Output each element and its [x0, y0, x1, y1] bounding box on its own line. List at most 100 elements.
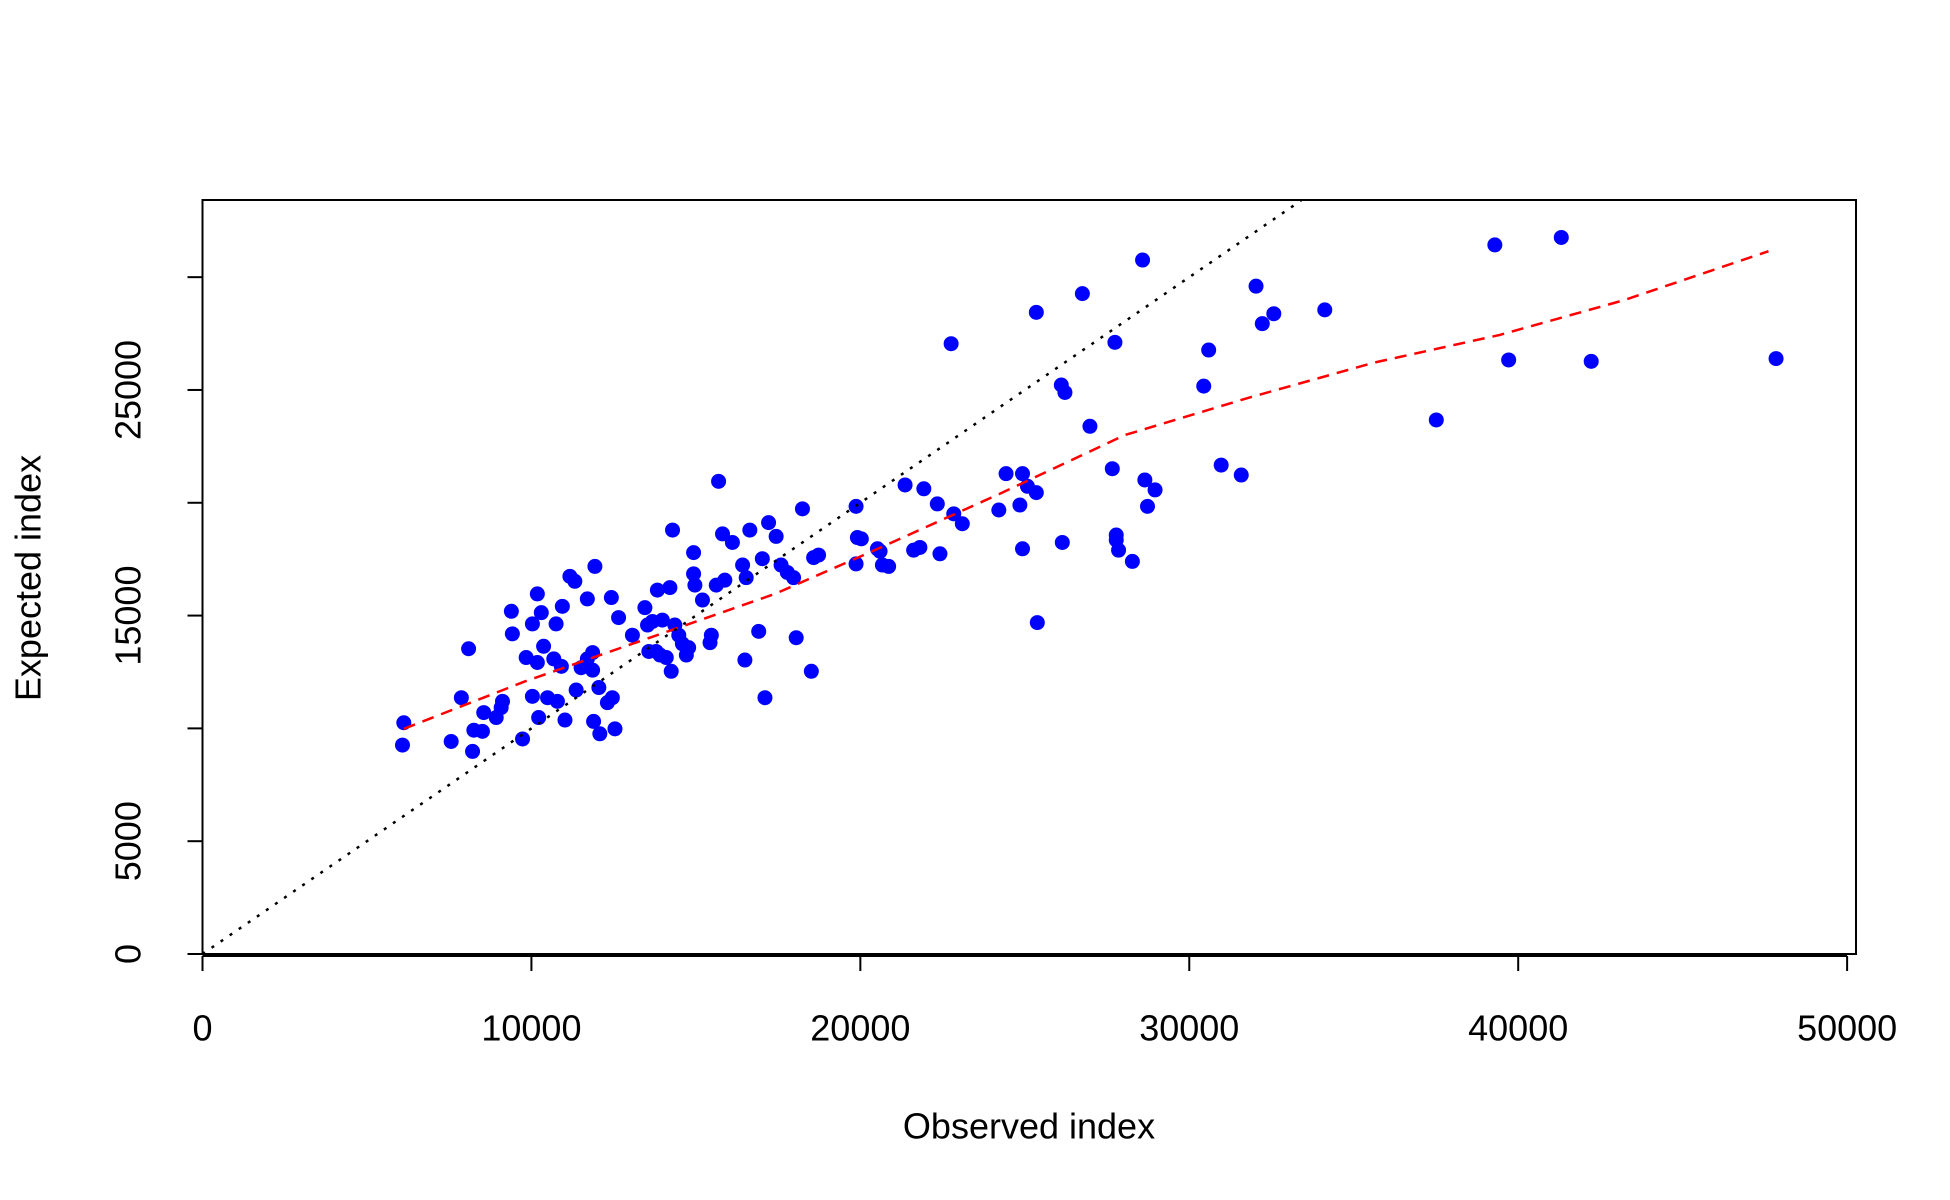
point [1054, 534, 1070, 550]
point [461, 641, 477, 657]
point [503, 603, 519, 619]
point [591, 680, 607, 696]
point [515, 731, 531, 747]
point [1553, 229, 1569, 245]
point [757, 690, 773, 706]
y-tick-label: 5000 [108, 801, 149, 881]
point [848, 556, 864, 572]
point [587, 558, 603, 574]
x-tick-label: 40000 [1468, 1008, 1568, 1049]
x-tick-label: 20000 [810, 1008, 910, 1049]
point [557, 712, 573, 728]
point [1428, 412, 1444, 428]
point [662, 580, 678, 596]
y-axis-label: Expected index [8, 455, 49, 701]
point [794, 501, 810, 517]
point [465, 743, 481, 759]
point [474, 723, 490, 739]
point [786, 570, 802, 586]
point [476, 705, 492, 721]
point [687, 577, 703, 593]
point [611, 610, 627, 626]
point [1135, 252, 1151, 268]
point [1124, 553, 1140, 569]
point [681, 640, 697, 656]
point [658, 650, 674, 666]
point [737, 652, 753, 668]
point [524, 616, 540, 632]
point [592, 726, 608, 742]
point [872, 543, 888, 559]
x-axis-label: Observed index [903, 1106, 1155, 1147]
point [1028, 485, 1044, 501]
point [912, 539, 928, 555]
point [735, 557, 751, 573]
point [717, 572, 733, 588]
point [1501, 352, 1517, 368]
point [665, 522, 681, 538]
point [1487, 237, 1503, 253]
point [1107, 334, 1123, 350]
x-tick-label: 50000 [1797, 1008, 1897, 1049]
point [1111, 542, 1127, 558]
point [1248, 278, 1264, 294]
point [694, 592, 710, 608]
point [751, 623, 767, 639]
point [1317, 302, 1333, 318]
point [943, 336, 959, 352]
y-tick-label: 15000 [108, 566, 149, 666]
point [803, 663, 819, 679]
point [1137, 472, 1153, 488]
point [1015, 466, 1031, 482]
point [724, 534, 740, 550]
x-tick-label: 0 [192, 1008, 212, 1049]
point [742, 522, 758, 538]
point [531, 710, 547, 726]
point [1028, 304, 1044, 320]
point [494, 693, 510, 709]
point [663, 663, 679, 679]
point [1213, 457, 1229, 473]
point [586, 713, 602, 729]
point [711, 473, 727, 489]
point [549, 693, 565, 709]
point [998, 466, 1014, 482]
point [654, 612, 670, 628]
point [686, 566, 702, 582]
point [761, 515, 777, 531]
y-tick-label: 0 [108, 944, 149, 964]
point [1266, 306, 1282, 322]
line [403, 250, 1769, 731]
point [1196, 378, 1212, 394]
point [881, 558, 897, 574]
point [453, 690, 469, 706]
point [585, 662, 601, 678]
point [1147, 482, 1163, 498]
plot-frame [201, 199, 1857, 955]
point [443, 733, 459, 749]
point [529, 655, 545, 671]
point [811, 547, 827, 563]
point [624, 627, 640, 643]
point [1057, 384, 1073, 400]
point [768, 528, 784, 544]
point [1015, 541, 1031, 557]
point [1082, 418, 1098, 434]
point [637, 600, 653, 616]
line [202, 200, 1302, 954]
point [715, 526, 731, 542]
point [536, 638, 552, 654]
point [1029, 615, 1045, 631]
point [603, 590, 619, 606]
point [529, 586, 545, 602]
point [1583, 353, 1599, 369]
point [568, 682, 584, 698]
point [567, 573, 583, 589]
point [1233, 467, 1249, 483]
point [916, 481, 932, 497]
point [1768, 351, 1784, 367]
point [604, 690, 620, 706]
point [1139, 498, 1155, 514]
point [897, 477, 913, 493]
